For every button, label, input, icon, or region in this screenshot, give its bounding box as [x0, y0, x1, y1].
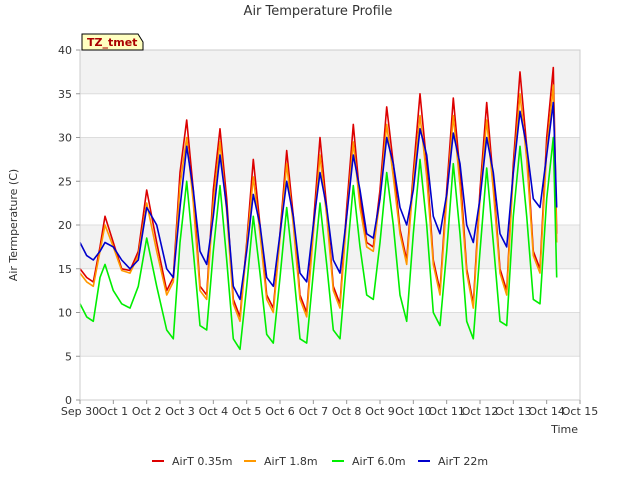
- x-tick-label: Oct 10: [395, 405, 432, 418]
- x-axis-label: Time: [550, 423, 578, 436]
- x-tick-label: Oct 4: [199, 405, 229, 418]
- site-tag-label: TZ_tmet: [87, 36, 137, 49]
- x-tick-label: Oct 8: [332, 405, 362, 418]
- x-tick-label: Oct 15: [562, 405, 599, 418]
- legend-label: AirT 0.35m: [172, 455, 233, 468]
- legend-label: AirT 1.8m: [264, 455, 318, 468]
- series-line-3: [79, 101, 558, 301]
- y-tick-label: 30: [58, 132, 72, 145]
- x-tick-label: Sep 30: [61, 405, 99, 418]
- plot-band: [80, 50, 580, 94]
- x-tick-label: Oct 7: [299, 405, 329, 418]
- site-tag-badge: TZ_tmet: [81, 33, 144, 51]
- y-tick-label: 20: [58, 219, 72, 232]
- chart-title: Air Temperature Profile: [244, 4, 393, 19]
- y-tick-label: 5: [65, 350, 72, 363]
- legend: AirT 0.35m AirT 1.8m AirT 6.0m AirT 22m: [152, 455, 488, 468]
- y-tick-label: 15: [58, 263, 72, 276]
- series-line-2: [79, 136, 558, 351]
- x-axis-ticks: Sep 30 Oct 1 Oct 2 Oct 3 Oct 4 Oct 5 Oct 6 Oct …: [61, 400, 598, 418]
- x-tick-label: Oct 14: [528, 405, 565, 418]
- x-tick-label: Oct 1: [99, 405, 129, 418]
- x-tick-label: Oct 13: [495, 405, 532, 418]
- plot-band: [80, 137, 580, 182]
- plot-band: [80, 181, 580, 225]
- legend-label: AirT 6.0m: [352, 455, 406, 468]
- x-tick-label: Oct 6: [265, 405, 295, 418]
- y-tick-label: 35: [58, 88, 72, 101]
- x-tick-label: Oct 12: [462, 405, 499, 418]
- y-axis-label: Air Termperature (C): [7, 169, 20, 281]
- y-axis-ticks: 0 5 10 15 20 25 30 35 40: [58, 44, 80, 407]
- series-lines: [79, 66, 558, 351]
- legend-label: AirT 22m: [438, 455, 488, 468]
- plot-band: [80, 312, 580, 357]
- y-tick-label: 25: [58, 175, 72, 188]
- y-tick-label: 0: [65, 394, 72, 407]
- plot-band: [80, 356, 580, 400]
- x-tick-label: Oct 11: [428, 405, 465, 418]
- x-tick-label: Oct 3: [165, 405, 195, 418]
- x-tick-label: Oct 5: [232, 405, 262, 418]
- x-tick-label: Oct 9: [365, 405, 395, 418]
- x-tick-label: Oct 2: [132, 405, 162, 418]
- y-tick-label: 10: [58, 307, 72, 320]
- plot-band: [80, 93, 580, 138]
- y-tick-label: 40: [58, 44, 72, 57]
